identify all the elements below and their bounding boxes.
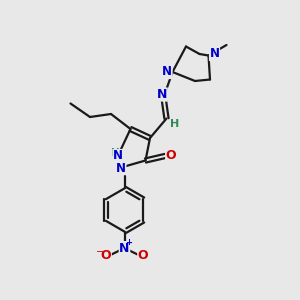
Text: N: N bbox=[162, 65, 172, 79]
Text: N: N bbox=[157, 88, 167, 101]
Text: N: N bbox=[209, 47, 220, 61]
Text: H: H bbox=[170, 119, 179, 129]
Text: H: H bbox=[110, 148, 119, 158]
Text: N: N bbox=[119, 242, 130, 255]
Text: O: O bbox=[166, 149, 176, 163]
Text: N: N bbox=[113, 149, 123, 163]
Text: −: − bbox=[96, 247, 104, 257]
Text: N: N bbox=[116, 161, 126, 175]
Text: +: + bbox=[125, 238, 133, 247]
Text: O: O bbox=[100, 249, 111, 262]
Text: O: O bbox=[138, 249, 148, 262]
